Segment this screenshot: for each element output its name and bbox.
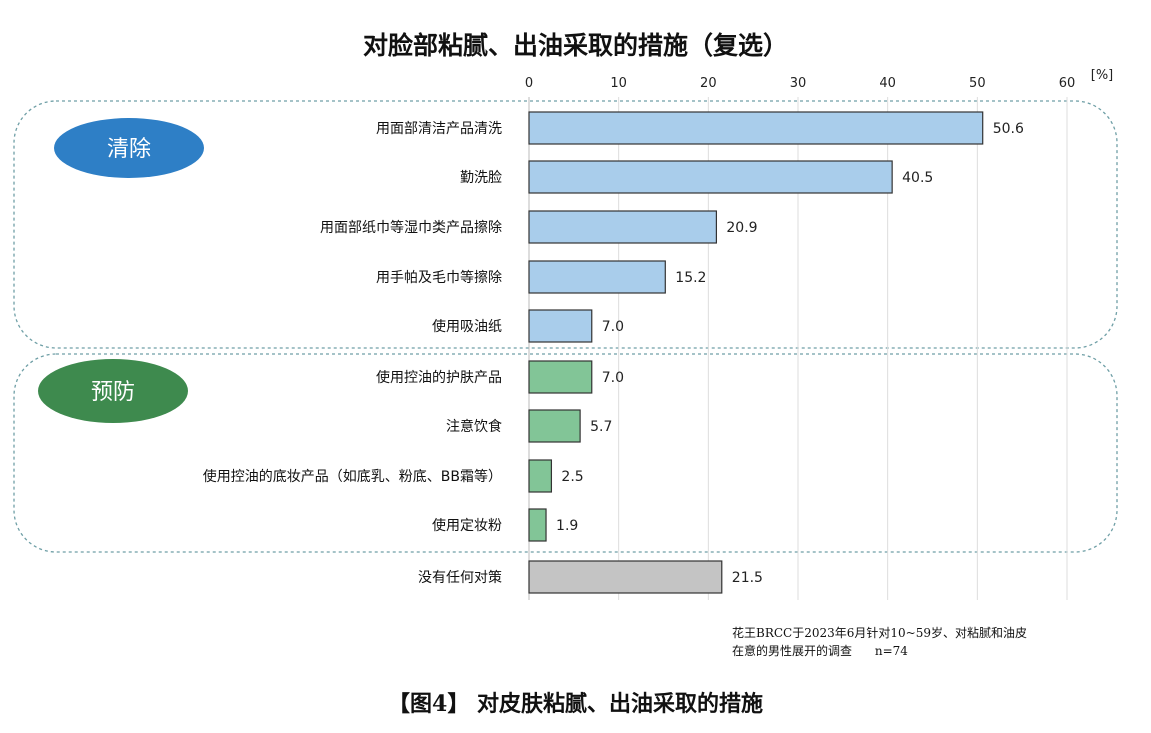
category-label: 使用定妆粉 xyxy=(432,517,502,534)
x-tick-label: 40 xyxy=(879,76,896,91)
bar xyxy=(528,459,553,493)
group-box-2 xyxy=(13,353,1118,553)
x-tick-label: 30 xyxy=(790,76,807,91)
group-label-text: 清除 xyxy=(107,137,151,162)
group-box-1 xyxy=(13,100,1118,349)
group-label-badge xyxy=(38,359,188,423)
category-label: 使用控油的护肤产品 xyxy=(376,369,502,386)
group-label-text: 预防 xyxy=(91,380,135,405)
bar xyxy=(528,260,666,294)
category-label: 注意饮食 xyxy=(446,418,502,435)
bar xyxy=(528,560,723,594)
bar-value-label: 2.5 xyxy=(561,469,583,485)
bar-value-label: 50.6 xyxy=(993,121,1024,137)
bar xyxy=(528,210,718,244)
bar xyxy=(528,111,984,145)
bar xyxy=(528,409,581,443)
group-label-badge xyxy=(54,118,204,178)
category-label: 用面部清洁产品清洗 xyxy=(376,121,502,137)
bar-value-label: 7.0 xyxy=(602,370,624,386)
source-note: 花王BRCC于2023年6月针对10~59岁、对粘腻和油皮 在意的男性展开的调查… xyxy=(732,626,1027,658)
axis-unit-label: [%] xyxy=(1091,68,1114,83)
category-label: 勤洗脸 xyxy=(460,170,502,186)
figure-caption: 【图4】 对皮肤粘腻、出油采取的措施 xyxy=(388,691,763,717)
bar-value-label: 1.9 xyxy=(556,518,578,534)
category-label: 用面部纸巾等湿巾类产品擦除 xyxy=(320,219,502,236)
chart-title: 对脸部粘腻、出油采取的措施（复选） xyxy=(362,31,788,60)
x-tick-label: 0 xyxy=(525,76,533,91)
category-label: 使用控油的底妆产品（如底乳、粉底、BB霜等） xyxy=(203,468,502,485)
x-tick-label: 60 xyxy=(1059,76,1076,91)
category-label: 使用吸油纸 xyxy=(432,318,502,335)
bar xyxy=(528,309,593,343)
bar xyxy=(528,360,593,394)
category-label: 没有任何对策 xyxy=(418,569,502,586)
bar-value-label: 40.5 xyxy=(902,170,933,186)
bar-value-label: 20.9 xyxy=(726,220,757,236)
bar-value-label: 7.0 xyxy=(602,319,624,335)
x-tick-label: 50 xyxy=(969,76,986,91)
x-tick-label: 10 xyxy=(610,76,627,91)
bar-value-label: 21.5 xyxy=(732,570,763,586)
bar xyxy=(528,160,893,194)
bar-value-label: 15.2 xyxy=(675,270,706,286)
bar-value-label: 5.7 xyxy=(590,419,612,435)
x-tick-label: 20 xyxy=(700,76,717,91)
category-label: 用手帕及毛巾等擦除 xyxy=(376,269,502,286)
bar xyxy=(528,508,547,542)
